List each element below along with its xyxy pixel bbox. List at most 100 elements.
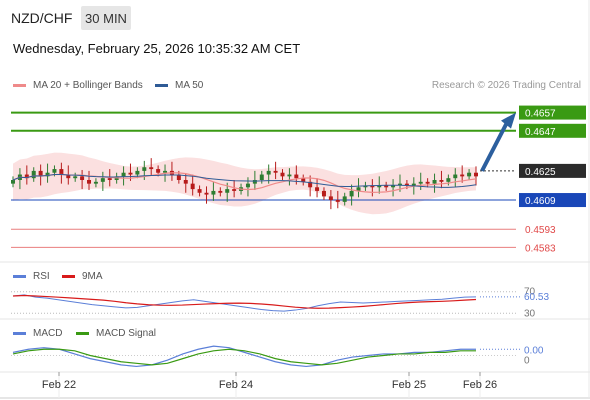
candle [38, 164, 43, 186]
legend-macd: MACD [13, 328, 62, 339]
candle [59, 162, 64, 184]
candle [31, 167, 36, 182]
pivot-level-label: 0.4609 [525, 196, 556, 207]
candle [301, 174, 306, 186]
candle [218, 187, 223, 197]
macd-swatch [13, 332, 26, 335]
current-price-tag [519, 163, 586, 178]
candle [391, 179, 396, 197]
candle-body [467, 172, 472, 177]
candle-body [245, 183, 250, 188]
candle [467, 169, 472, 180]
candle [259, 170, 264, 184]
candle [183, 173, 188, 193]
candle [100, 171, 105, 191]
candle [211, 181, 216, 201]
candle-body [315, 187, 320, 191]
candle-body [142, 167, 147, 171]
candle [328, 190, 333, 210]
rsi-ma-line [12, 294, 477, 309]
candle-body [73, 176, 78, 179]
candle [453, 168, 458, 188]
timeframe-button[interactable]: 30 MIN [81, 6, 131, 30]
candle [439, 170, 444, 189]
candle-body [280, 172, 285, 177]
candle [11, 176, 15, 188]
instrument-label: NZD/CHF [11, 10, 73, 26]
ma50-line [12, 174, 477, 188]
candle-body [59, 169, 64, 175]
legend-macd-signal-label: MACD Signal [96, 328, 157, 339]
candle-body [204, 192, 209, 195]
candle [460, 165, 465, 183]
candle-body [266, 170, 271, 175]
ma20-swatch [13, 84, 26, 87]
x-tick-label: Feb 22 [42, 379, 76, 391]
candle-body [321, 190, 326, 197]
forecast-arrow-shaft [480, 119, 510, 172]
support-level-label: 0.4583 [525, 243, 556, 254]
macd-line [12, 345, 476, 368]
candle [273, 161, 278, 180]
rsi-swatch [13, 275, 26, 278]
candle [349, 184, 354, 206]
candle [245, 177, 250, 197]
candle-body [218, 190, 223, 193]
candle [384, 181, 389, 191]
chart-header: NZD/CHF 30 MIN [0, 0, 590, 36]
macd-zero-label: 0 [524, 356, 530, 367]
ma50-swatch [155, 84, 168, 87]
candle-body [273, 170, 278, 173]
candle [24, 165, 29, 185]
candle-body [404, 183, 409, 186]
timestamp: Wednesday, February 25, 2026 10:35:32 AM… [13, 41, 301, 56]
candle [87, 170, 92, 191]
candle [93, 178, 98, 188]
candle-body [176, 174, 181, 180]
candle-body [432, 180, 437, 184]
candle [280, 169, 285, 180]
target-level-tag [519, 123, 586, 138]
candle-body [211, 190, 216, 195]
candle-body [156, 169, 161, 173]
legend-rsi-ma: 9MA [62, 271, 103, 282]
candle [418, 172, 423, 191]
rsi-line [12, 294, 477, 312]
x-tick-label: Feb 25 [392, 379, 426, 391]
candle [432, 173, 437, 193]
candle-body [349, 190, 354, 197]
candle-body [128, 172, 133, 175]
legend-ma50-label: MA 50 [175, 80, 204, 91]
legend-macd-label: MACD [33, 328, 63, 339]
candle-body [328, 196, 333, 201]
x-tick-label: Feb 26 [463, 379, 497, 391]
candle-body [460, 174, 465, 177]
candle-body [93, 181, 98, 184]
candle [45, 163, 50, 183]
x-tick-label: Feb 24 [219, 379, 253, 391]
candle [80, 169, 85, 190]
candle [73, 172, 78, 182]
candle-body [225, 189, 230, 193]
candle [149, 158, 154, 176]
candle-body [453, 174, 458, 179]
candle [287, 168, 292, 186]
candle-body [370, 185, 375, 188]
candle-body [87, 180, 92, 184]
candle-body [418, 181, 423, 184]
candle-body [411, 183, 416, 186]
candle [356, 178, 361, 198]
candle-body [259, 174, 264, 180]
candle-body [301, 178, 306, 182]
target-level-label: 0.4647 [525, 127, 556, 138]
candle [190, 174, 195, 196]
candle-body [294, 174, 299, 179]
candle-body [163, 170, 168, 173]
macd-value-label: 0.00 [524, 345, 544, 356]
candle-body [377, 185, 382, 188]
support-level-label: 0.4593 [525, 225, 556, 236]
candle-body [107, 178, 112, 180]
candle-body [342, 196, 347, 202]
candle-body [384, 185, 389, 188]
